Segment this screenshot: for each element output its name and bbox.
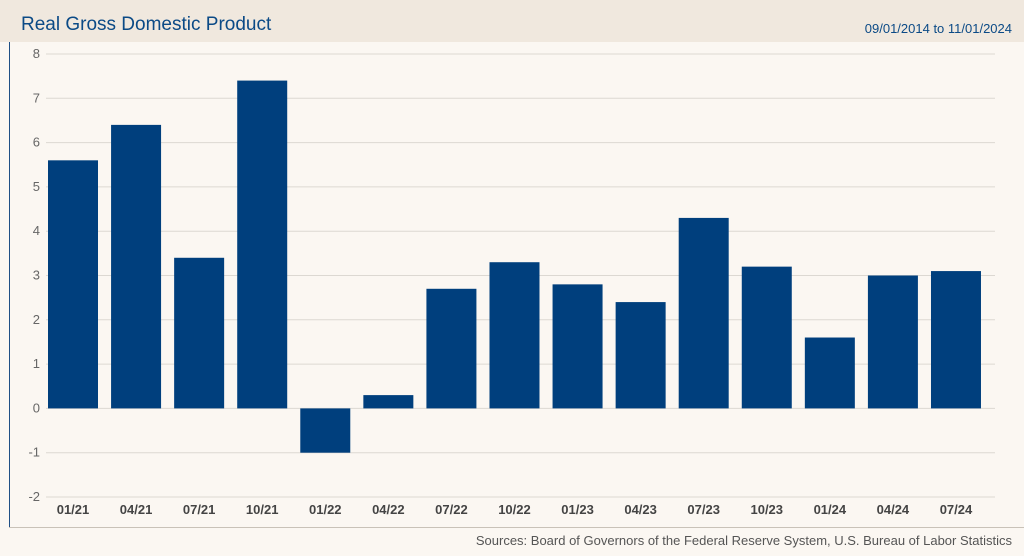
x-tick-label: 01/24 xyxy=(814,502,847,517)
x-tick-label: 07/22 xyxy=(435,502,468,517)
left-border xyxy=(9,42,10,527)
x-tick-label: 04/24 xyxy=(877,502,910,517)
y-tick-label: 6 xyxy=(33,135,40,150)
footer-divider xyxy=(9,527,1024,528)
y-tick-label: 1 xyxy=(33,356,40,371)
bar-04-21 xyxy=(111,124,162,409)
bar-07-23 xyxy=(678,217,729,409)
x-tick-label: 01/23 xyxy=(561,502,594,517)
bar-04-22 xyxy=(363,395,414,409)
bar-01-24 xyxy=(804,337,855,409)
bar-07-22 xyxy=(426,288,477,409)
x-tick-label: 10/22 xyxy=(498,502,531,517)
x-tick-label: 04/23 xyxy=(624,502,657,517)
y-tick-label: 5 xyxy=(33,179,40,194)
sources-note: Sources: Board of Governors of the Feder… xyxy=(475,533,1012,548)
bar-07-21 xyxy=(174,257,225,409)
x-tick-label: 07/24 xyxy=(940,502,973,517)
chart-title: Real Gross Domestic Product xyxy=(21,14,272,35)
x-tick-label: 07/21 xyxy=(183,502,216,517)
header: Real Gross Domestic Product 09/01/2014 t… xyxy=(0,0,1024,42)
x-tick-label: 07/23 xyxy=(687,502,720,517)
x-tick-label: 04/21 xyxy=(120,502,153,517)
x-tick-label: 10/23 xyxy=(750,502,783,517)
bar-10-22 xyxy=(489,262,540,409)
y-tick-label: 8 xyxy=(33,46,40,61)
x-tick-label: 04/22 xyxy=(372,502,405,517)
bar-04-24 xyxy=(867,275,918,409)
bar-01-21 xyxy=(48,160,98,409)
bar-07-24 xyxy=(930,271,981,409)
x-tick-label: 01/21 xyxy=(57,502,90,517)
y-tick-label: -2 xyxy=(28,489,40,504)
bar-01-22 xyxy=(300,408,351,453)
bar-04-23 xyxy=(615,302,666,409)
y-tick-label: 0 xyxy=(33,400,40,415)
x-tick-label: 10/21 xyxy=(246,502,279,517)
bar-10-23 xyxy=(741,266,792,409)
y-tick-label: 7 xyxy=(33,90,40,105)
bar-01-23 xyxy=(552,284,603,409)
y-tick-label: 3 xyxy=(33,268,40,283)
date-range: 09/01/2014 to 11/01/2024 xyxy=(864,21,1012,36)
x-tick-label: 01/22 xyxy=(309,502,342,517)
bar-10-21 xyxy=(237,80,288,409)
y-tick-label: 2 xyxy=(33,312,40,327)
y-tick-label: -1 xyxy=(28,445,40,460)
y-tick-label: 4 xyxy=(33,223,40,238)
